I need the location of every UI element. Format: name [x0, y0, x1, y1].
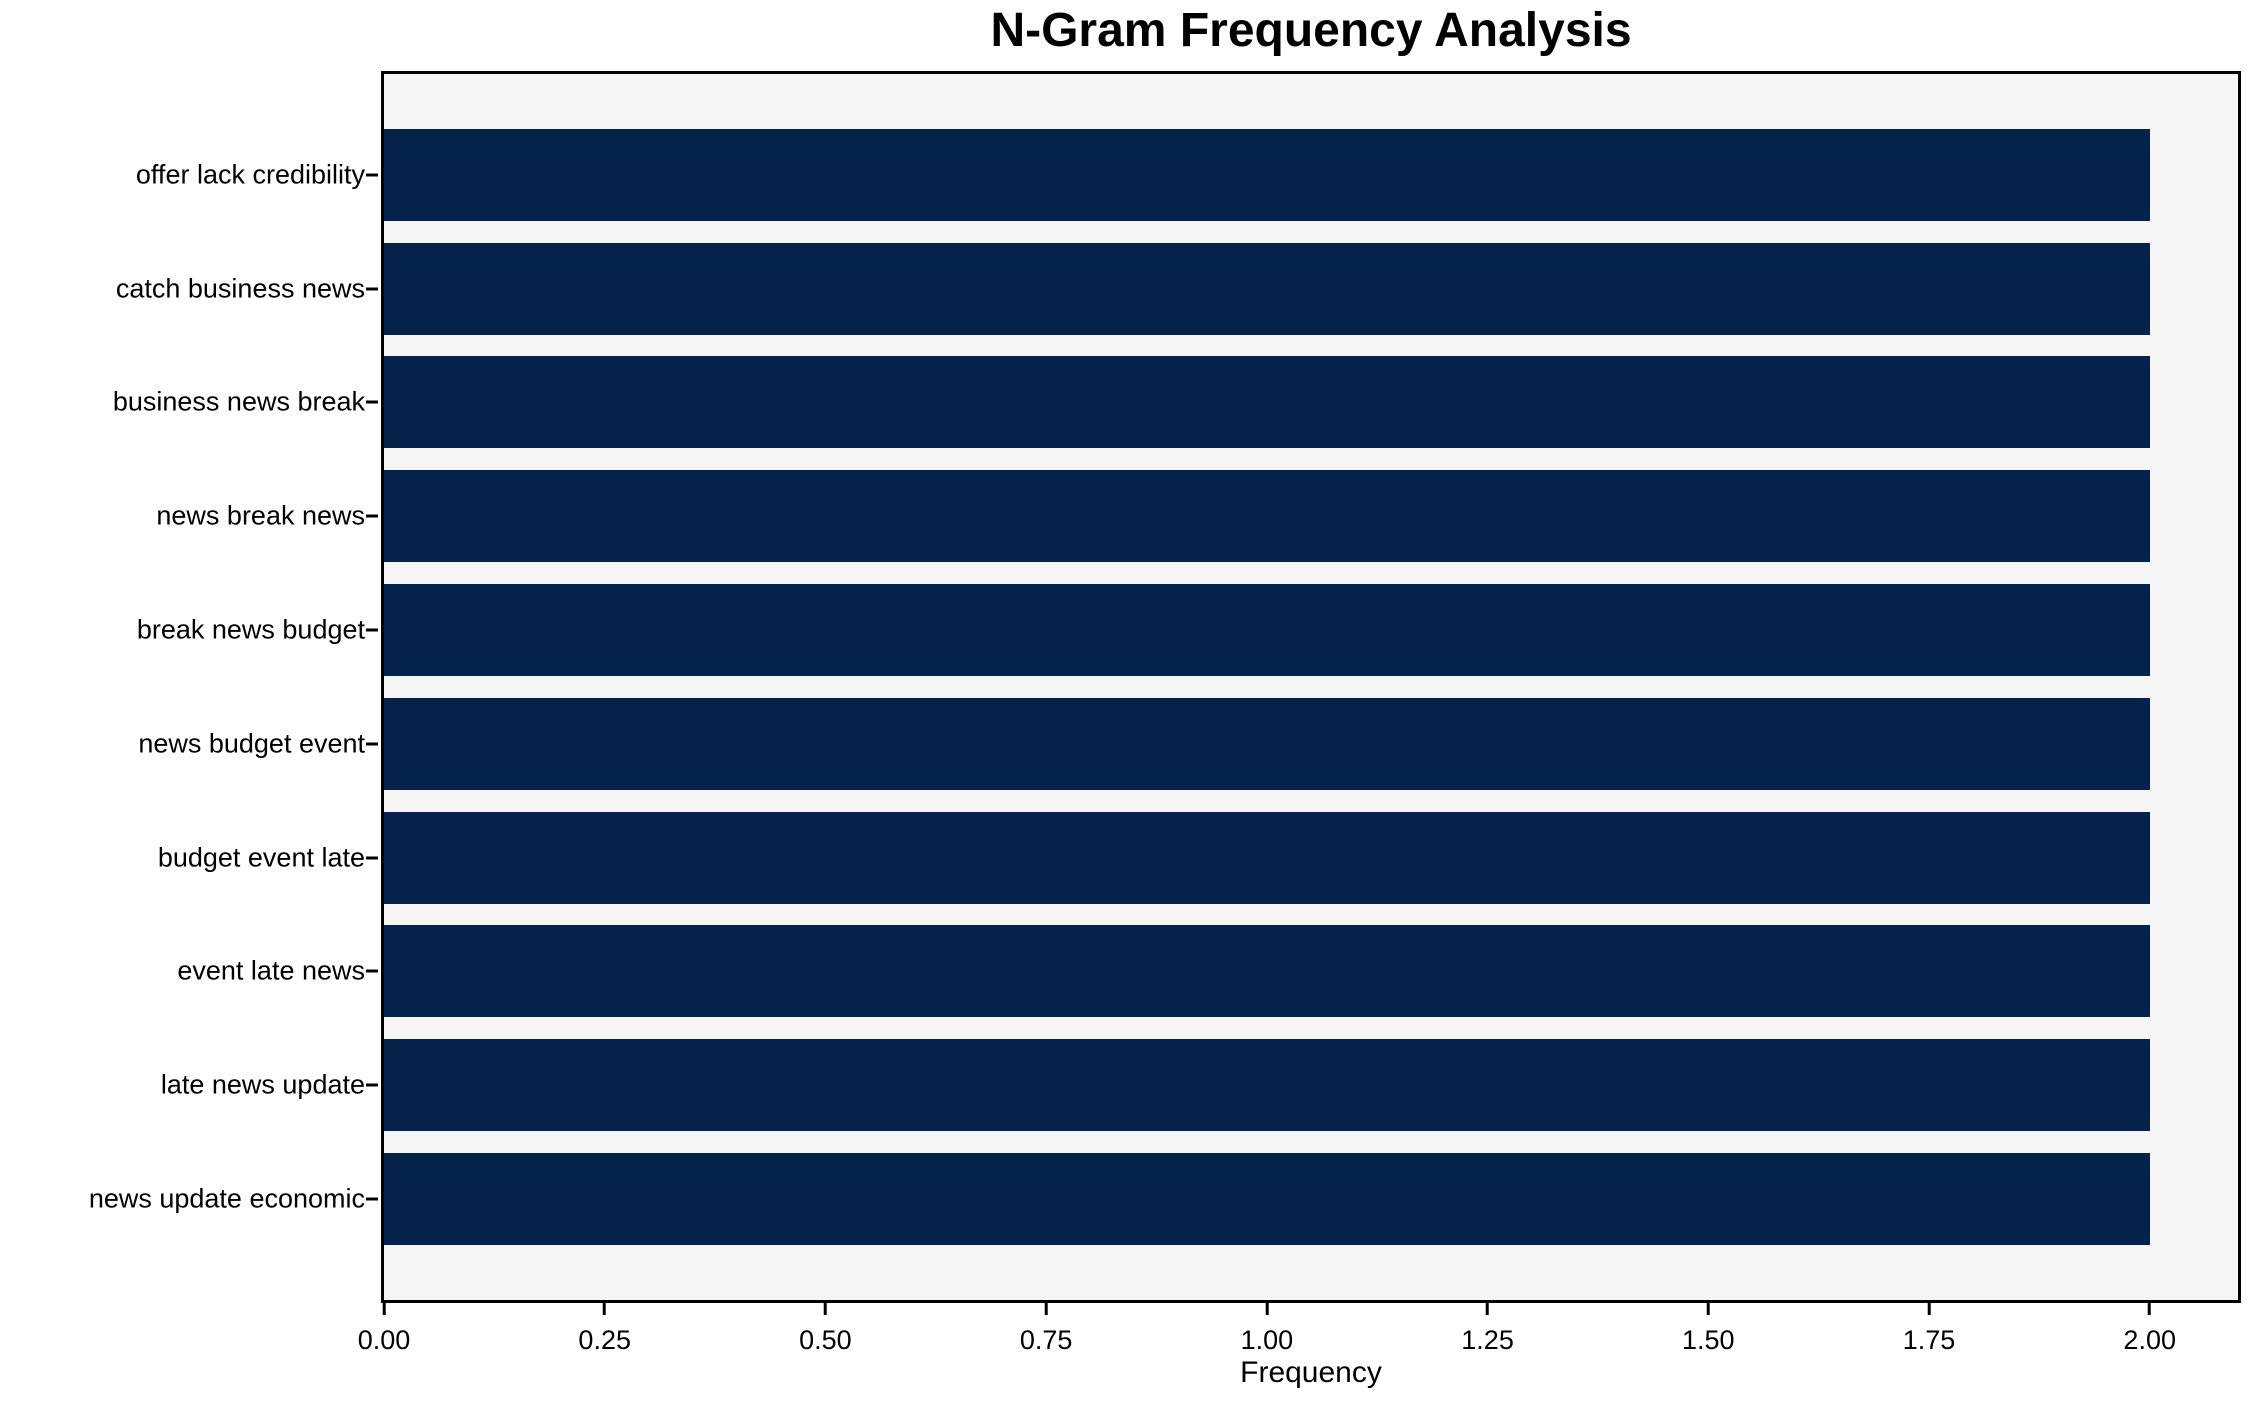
x-tick-mark	[1486, 1303, 1490, 1315]
chart-title: N-Gram Frequency Analysis	[990, 4, 1632, 57]
bar	[384, 356, 2150, 449]
bar-row: catch business news	[116, 232, 2238, 346]
x-tick: 1.25	[1461, 1303, 1514, 1356]
bar-row: news update economic	[89, 1142, 2238, 1256]
bar	[384, 1039, 2150, 1132]
bar	[384, 1153, 2150, 1246]
x-tick-label: 1.00	[1240, 1325, 1294, 1355]
bar	[384, 470, 2150, 563]
y-tick-label: news update economic	[88, 1183, 365, 1214]
x-axis-label: Frequency	[1240, 1356, 1382, 1389]
y-tick-mark	[366, 628, 378, 632]
x-tick-mark	[2148, 1303, 2152, 1315]
x-tick-label: 0.00	[357, 1325, 411, 1355]
y-tick-mark	[366, 856, 378, 860]
bar-row: offer lack credibility	[136, 118, 2238, 232]
y-tick-mark	[366, 400, 378, 404]
y-tick-label: news budget event	[138, 728, 365, 759]
y-tick-label: late news update	[160, 1069, 365, 1100]
y-tick-label: catch business news	[115, 273, 365, 304]
y-tick-mark	[366, 742, 378, 746]
y-tick-label: business news break	[112, 386, 365, 417]
x-tick: 1.75	[1902, 1303, 1956, 1356]
x-tick-mark	[1927, 1303, 1931, 1315]
x-tick-mark	[603, 1303, 607, 1315]
bar-row: business news break	[113, 346, 2238, 460]
x-tick: 0.50	[799, 1303, 852, 1356]
bars-container: offer lack credibility catch business new…	[89, 74, 2238, 1300]
bar-row: break news budget	[137, 573, 2238, 687]
bar	[384, 697, 2150, 790]
y-tick-label: news break news	[156, 500, 365, 531]
x-tick-mark	[1706, 1303, 1710, 1315]
plot-area: offer lack credibility catch business new…	[89, 71, 2241, 1355]
bar	[384, 584, 2150, 677]
bar-row: event late news	[177, 915, 2238, 1029]
bar-row: budget event late	[158, 801, 2238, 915]
bar	[384, 242, 2150, 335]
bar-row: news break news	[156, 459, 2238, 573]
bar-row: late news update	[161, 1028, 2238, 1142]
x-tick: 0.75	[1019, 1303, 1073, 1356]
x-tick: 0.00	[357, 1303, 411, 1356]
x-tick-label: 1.50	[1682, 1325, 1735, 1355]
x-tick: 1.00	[1240, 1303, 1294, 1356]
y-tick-label: event late news	[177, 955, 365, 986]
y-tick-mark	[366, 1083, 378, 1087]
x-tick-mark	[382, 1303, 386, 1315]
y-tick-label: budget event late	[157, 842, 365, 873]
y-tick-mark	[366, 969, 378, 973]
x-tick-label: 1.25	[1461, 1325, 1514, 1355]
bar-row: news budget event	[138, 687, 2238, 801]
y-tick-mark	[366, 514, 378, 518]
y-tick-mark	[366, 287, 378, 291]
x-tick: 0.25	[578, 1303, 631, 1356]
x-tick-label: 1.75	[1902, 1325, 1956, 1355]
x-tick-label: 0.75	[1019, 1325, 1073, 1355]
y-tick-label: break news budget	[136, 614, 365, 645]
x-tick-label: 0.50	[799, 1325, 852, 1355]
bar	[384, 128, 2150, 221]
x-tick-mark	[1265, 1303, 1269, 1315]
x-tick-label: 0.25	[578, 1325, 631, 1355]
bar	[384, 811, 2150, 904]
y-tick-label: offer lack credibility	[135, 159, 365, 190]
x-tick-mark	[823, 1303, 827, 1315]
bar	[384, 925, 2150, 1018]
x-tick-mark	[1044, 1303, 1048, 1315]
x-tick-label: 2.00	[2123, 1325, 2176, 1355]
x-tick: 2.00	[2123, 1303, 2176, 1356]
y-tick-mark	[366, 1197, 378, 1201]
x-tick: 1.50	[1682, 1303, 1735, 1356]
y-tick-mark	[366, 173, 378, 177]
